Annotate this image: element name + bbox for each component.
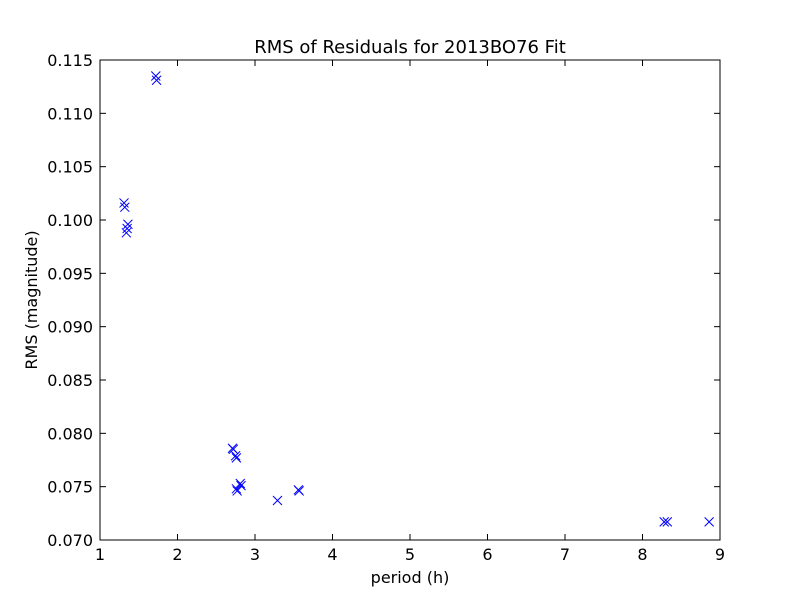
data-point xyxy=(236,480,246,491)
data-point xyxy=(272,495,283,506)
y-tick: 0.105 xyxy=(47,158,720,177)
x-tick: 5 xyxy=(405,60,415,564)
data-point xyxy=(232,486,243,496)
x-tick: 2 xyxy=(172,60,183,564)
data-point xyxy=(121,227,132,238)
data-point xyxy=(122,223,132,234)
y-tick: 0.075 xyxy=(47,478,720,497)
x-tick: 3 xyxy=(250,60,260,564)
y-tick-label: 0.070 xyxy=(47,531,93,550)
y-tick-label: 0.075 xyxy=(47,478,93,497)
y-tick-label: 0.100 xyxy=(47,211,93,230)
x-tick-label: 1 xyxy=(95,545,105,564)
y-tick-label: 0.110 xyxy=(47,104,93,123)
x-tick-label: 7 xyxy=(560,545,570,564)
data-points xyxy=(119,71,715,527)
data-point xyxy=(659,517,670,527)
y-tick-label: 0.085 xyxy=(47,371,93,390)
data-point xyxy=(150,71,161,81)
x-tick-label: 2 xyxy=(172,545,182,564)
x-tick-label: 4 xyxy=(327,545,337,564)
x-tick-label: 8 xyxy=(637,545,647,564)
data-point xyxy=(228,444,239,455)
data-point xyxy=(231,483,242,494)
x-tick: 4 xyxy=(327,60,338,564)
y-tick-label: 0.115 xyxy=(47,51,93,70)
y-tick: 0.090 xyxy=(47,318,720,337)
x-tick-label: 5 xyxy=(405,545,415,564)
x-tick: 8 xyxy=(637,60,648,564)
x-tick-label: 6 xyxy=(482,545,492,564)
data-point xyxy=(704,517,715,527)
data-point xyxy=(119,202,130,213)
chart-title: RMS of Residuals for 2013BO76 Fit xyxy=(254,37,566,58)
x-tick: 6 xyxy=(482,60,493,564)
y-axis-label: RMS (magnitude) xyxy=(22,230,41,369)
data-point xyxy=(230,450,241,461)
data-point xyxy=(294,486,305,496)
data-point xyxy=(235,478,246,489)
x-tick-label: 9 xyxy=(715,545,725,564)
y-tick: 0.085 xyxy=(47,371,720,390)
y-tick: 0.110 xyxy=(47,104,720,123)
y-tick-label: 0.105 xyxy=(47,158,93,177)
y-tick: 0.080 xyxy=(47,424,720,443)
x-axis-label: period (h) xyxy=(371,568,450,587)
plot-frame xyxy=(99,59,721,541)
x-tick: 7 xyxy=(560,60,570,564)
y-tick-label: 0.080 xyxy=(47,424,93,443)
y-tick: 0.100 xyxy=(47,211,720,230)
data-point xyxy=(231,453,242,463)
y-tick-label: 0.095 xyxy=(47,264,93,283)
data-point xyxy=(662,517,673,527)
data-point xyxy=(151,75,162,86)
y-tick-label: 0.090 xyxy=(47,318,93,337)
y-tick: 0.095 xyxy=(47,264,720,283)
data-point xyxy=(123,219,133,230)
axis-ticks: 1 2 3 4 5 6 7 8 9 0.070 0.075 0.080 0.085 0.090 0.095 0… xyxy=(47,51,725,564)
data-point xyxy=(119,198,129,208)
x-tick-label: 3 xyxy=(250,545,260,564)
